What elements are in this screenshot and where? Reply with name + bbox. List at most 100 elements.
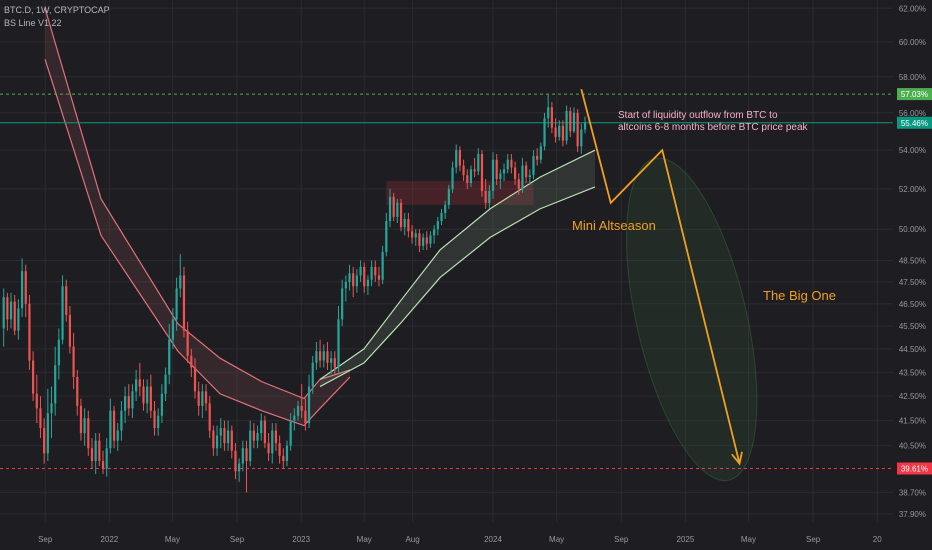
candle-body[interactable] [488, 190, 491, 203]
candle-body[interactable] [65, 286, 68, 315]
candle-body[interactable] [444, 204, 447, 213]
candle-body[interactable] [333, 358, 336, 368]
candle-body[interactable] [558, 125, 561, 137]
candle-body[interactable] [197, 391, 200, 406]
indicator-legend[interactable]: BS Line V1.22 [4, 18, 62, 28]
candle-body[interactable] [572, 112, 576, 132]
candle-body[interactable] [344, 281, 347, 289]
candle-body[interactable] [569, 110, 572, 132]
candle-body[interactable] [2, 297, 5, 329]
candle-body[interactable] [377, 275, 381, 280]
candle-body[interactable] [285, 445, 289, 462]
candles-layer[interactable] [2, 94, 587, 493]
candle-body[interactable] [429, 235, 432, 244]
candle-body[interactable] [282, 455, 285, 462]
candle-body[interactable] [101, 461, 105, 469]
candle-body[interactable] [366, 279, 370, 287]
candle-body[interactable] [234, 450, 237, 472]
candle-body[interactable] [425, 237, 428, 244]
candle-body[interactable] [326, 351, 329, 363]
candle-body[interactable] [399, 202, 403, 228]
candle-body[interactable] [311, 362, 314, 387]
candle-body[interactable] [359, 266, 362, 276]
candle-body[interactable] [267, 443, 270, 454]
candle-body[interactable] [580, 129, 583, 147]
candle-body[interactable] [175, 288, 178, 320]
candle-body[interactable] [171, 319, 175, 340]
candle-body[interactable] [278, 443, 281, 456]
candle-body[interactable] [480, 153, 484, 191]
candle-body[interactable] [98, 440, 101, 462]
candle-body[interactable] [32, 360, 35, 394]
candle-body[interactable] [539, 146, 542, 160]
candle-body[interactable] [469, 169, 473, 184]
candle-body[interactable] [17, 308, 20, 331]
candle-body[interactable] [241, 448, 244, 464]
candle-body[interactable] [532, 155, 535, 176]
candle-body[interactable] [83, 418, 86, 434]
candle-body[interactable] [9, 301, 13, 320]
candle-body[interactable] [352, 273, 355, 287]
candle-body[interactable] [238, 463, 241, 472]
candle-body[interactable] [462, 165, 465, 176]
candle-body[interactable] [20, 271, 24, 309]
candle-body[interactable] [94, 440, 97, 462]
symbol-legend[interactable]: BTC.D, 1W, CRYPTOCAP [4, 5, 110, 15]
candle-body[interactable] [90, 448, 94, 462]
candle-body[interactable] [289, 420, 292, 446]
candle-body[interactable] [131, 391, 134, 409]
candle-body[interactable] [149, 386, 152, 411]
candle-body[interactable] [204, 391, 208, 404]
candle-body[interactable] [57, 339, 60, 366]
candle-body[interactable] [193, 367, 197, 392]
candle-body[interactable] [517, 179, 520, 189]
candle-body[interactable] [13, 301, 16, 331]
candle-body[interactable] [105, 448, 108, 469]
candle-body[interactable] [315, 351, 318, 363]
candle-body[interactable] [116, 430, 119, 441]
candle-body[interactable] [330, 358, 333, 363]
candle-body[interactable] [164, 374, 167, 394]
candle-body[interactable] [179, 275, 182, 289]
candle-body[interactable] [227, 430, 230, 444]
candle-body[interactable] [583, 122, 587, 130]
candle-body[interactable] [502, 169, 506, 174]
candle-body[interactable] [513, 167, 517, 180]
candle-body[interactable] [440, 212, 443, 222]
candle-body[interactable] [392, 196, 395, 217]
candle-body[interactable] [506, 159, 509, 170]
candle-body[interactable] [215, 435, 219, 449]
candle-body[interactable] [223, 428, 226, 444]
candle-body[interactable] [341, 288, 344, 320]
candle-body[interactable] [455, 150, 458, 168]
candle-body[interactable] [168, 339, 171, 375]
candle-body[interactable] [296, 405, 300, 416]
candle-body[interactable] [495, 159, 498, 180]
candle-body[interactable] [146, 386, 149, 404]
candle-body[interactable] [433, 229, 436, 236]
candle-body[interactable] [142, 386, 145, 404]
candle-body[interactable] [473, 169, 476, 172]
candle-body[interactable] [550, 107, 553, 128]
candle-body[interactable] [79, 405, 83, 434]
candle-body[interactable] [370, 266, 373, 280]
candle-body[interactable] [245, 448, 248, 462]
candle-body[interactable] [263, 420, 267, 444]
candle-body[interactable] [182, 275, 186, 331]
candle-body[interactable] [300, 405, 303, 411]
candle-body[interactable] [112, 410, 116, 441]
candle-body[interactable] [274, 430, 278, 444]
candle-body[interactable] [466, 175, 469, 184]
candle-body[interactable] [396, 202, 399, 217]
candle-body[interactable] [249, 430, 252, 462]
candle-body[interactable] [252, 430, 255, 441]
candle-body[interactable] [123, 396, 127, 411]
candle-body[interactable] [138, 379, 141, 387]
candle-body[interactable] [271, 430, 274, 454]
candle-body[interactable] [510, 159, 513, 168]
candle-body[interactable] [528, 175, 531, 178]
candle-body[interactable] [414, 233, 417, 238]
candle-body[interactable] [153, 410, 156, 429]
candle-body[interactable] [50, 403, 53, 414]
